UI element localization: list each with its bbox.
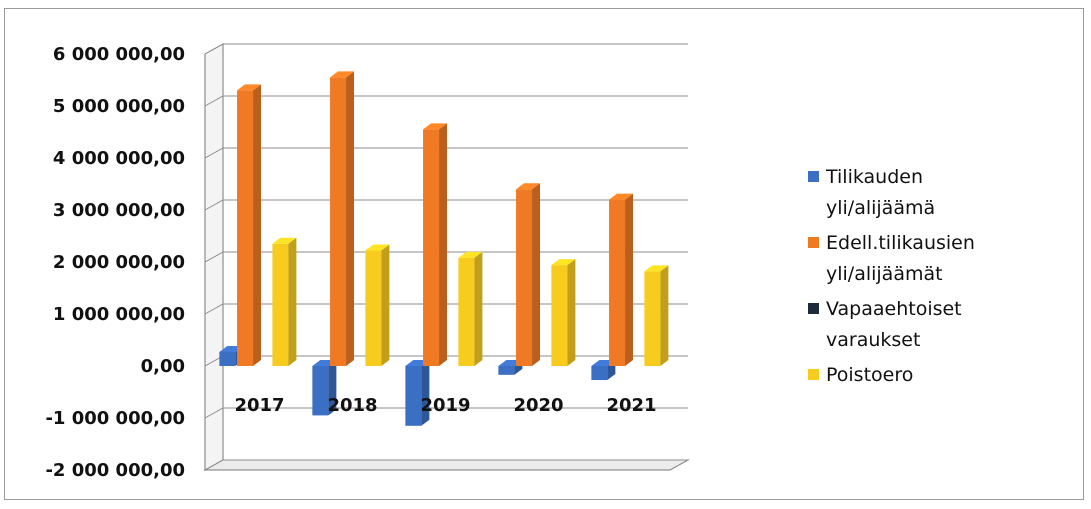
bar-side bbox=[381, 244, 390, 366]
bar-front bbox=[272, 243, 289, 366]
bar-side bbox=[253, 84, 262, 367]
bar bbox=[516, 183, 541, 366]
bar-top bbox=[365, 244, 390, 251]
bar-top bbox=[551, 259, 576, 266]
legend-swatch bbox=[808, 369, 819, 380]
bar-top bbox=[644, 265, 669, 272]
chart-frame bbox=[4, 8, 1084, 500]
x-tick-label: 2019 bbox=[420, 395, 470, 416]
legend-swatch bbox=[808, 237, 819, 248]
bar-side bbox=[439, 123, 448, 367]
bar bbox=[551, 259, 576, 366]
legend: Tilikauden yli/alijäämä Edell.tilikausien y… bbox=[808, 166, 975, 386]
y-tick-label: 2 000 000,00 bbox=[53, 252, 185, 273]
x-tick-label: 2017 bbox=[234, 395, 284, 416]
bar-side bbox=[567, 259, 576, 366]
y-tick-label: -2 000 000,00 bbox=[45, 460, 185, 481]
y-tick-label: 5 000 000,00 bbox=[53, 96, 185, 117]
legend-item: Vapaaehtoiset varaukset bbox=[808, 298, 962, 351]
bar bbox=[609, 193, 634, 366]
bar bbox=[458, 251, 483, 366]
bar-side bbox=[625, 193, 634, 366]
bar-side bbox=[660, 265, 669, 366]
bar-side bbox=[421, 360, 430, 426]
bar-front bbox=[405, 366, 422, 426]
gridline bbox=[204, 95, 688, 107]
legend-item: Poistoero bbox=[808, 364, 913, 386]
bar bbox=[365, 244, 390, 366]
gridline bbox=[204, 43, 688, 55]
gridline bbox=[204, 407, 688, 419]
legend-label: yli/alijäämät bbox=[826, 263, 943, 285]
bar-top bbox=[458, 251, 483, 258]
bar-top bbox=[237, 84, 262, 91]
legend-item: Tilikauden yli/alijäämä bbox=[808, 166, 935, 219]
x-tick-label: 2020 bbox=[513, 395, 563, 416]
bar-side bbox=[328, 360, 337, 416]
floor bbox=[203, 459, 690, 471]
bar-front bbox=[516, 189, 533, 366]
bar-top bbox=[423, 123, 448, 130]
bar-front bbox=[365, 250, 382, 366]
x-axis-labels: 2017 2018 2019 2020 2021 bbox=[234, 395, 656, 416]
bar-front bbox=[312, 366, 329, 416]
bar bbox=[423, 123, 448, 367]
bar-top bbox=[609, 193, 634, 200]
bar-front bbox=[237, 90, 254, 367]
bar-top bbox=[516, 183, 541, 190]
legend-label: varaukset bbox=[826, 329, 920, 351]
bar-front bbox=[551, 265, 568, 366]
gridline bbox=[204, 459, 688, 471]
bar bbox=[237, 84, 262, 367]
bar-top bbox=[272, 237, 297, 244]
legend-label: yli/alijäämä bbox=[826, 197, 935, 219]
y-tick-label: 3 000 000,00 bbox=[53, 200, 185, 221]
legend-swatch bbox=[808, 303, 819, 314]
bar-side bbox=[532, 183, 541, 366]
bar-front bbox=[591, 366, 608, 381]
bar bbox=[272, 237, 297, 366]
bar-front bbox=[423, 129, 440, 366]
legend-label: Tilikauden bbox=[825, 166, 923, 188]
x-tick-label: 2018 bbox=[327, 395, 377, 416]
y-tick-label: 1 000 000,00 bbox=[53, 304, 185, 325]
bar-side bbox=[288, 237, 297, 366]
bar-front bbox=[330, 77, 347, 367]
bar bbox=[312, 360, 337, 416]
bar-front bbox=[498, 366, 515, 375]
gridline bbox=[204, 147, 688, 159]
bar bbox=[330, 71, 355, 367]
y-tick-label: 4 000 000,00 bbox=[53, 148, 185, 169]
legend-label: Poistoero bbox=[826, 364, 913, 386]
legend-swatch bbox=[808, 171, 819, 182]
legend-label: Edell.tilikausien bbox=[826, 232, 975, 254]
y-axis-labels: -2 000 000,00 -1 000 000,00 0,00 1 000 000,… bbox=[45, 44, 185, 481]
bar-top bbox=[330, 71, 355, 78]
bar-front bbox=[458, 257, 475, 366]
y-tick-label: -1 000 000,00 bbox=[45, 408, 185, 429]
bars bbox=[219, 71, 669, 426]
bar-front bbox=[609, 199, 626, 366]
bar bbox=[644, 265, 669, 366]
bar-side bbox=[474, 251, 483, 366]
bar-side bbox=[346, 71, 355, 367]
bar-front bbox=[219, 351, 236, 366]
y-tick-label: 6 000 000,00 bbox=[53, 44, 185, 65]
bar-front bbox=[644, 271, 661, 366]
x-tick-label: 2021 bbox=[606, 395, 656, 416]
legend-label: Vapaaehtoiset bbox=[826, 298, 962, 320]
legend-item: Edell.tilikausien yli/alijäämät bbox=[808, 232, 975, 285]
y-tick-label: 0,00 bbox=[141, 356, 185, 377]
